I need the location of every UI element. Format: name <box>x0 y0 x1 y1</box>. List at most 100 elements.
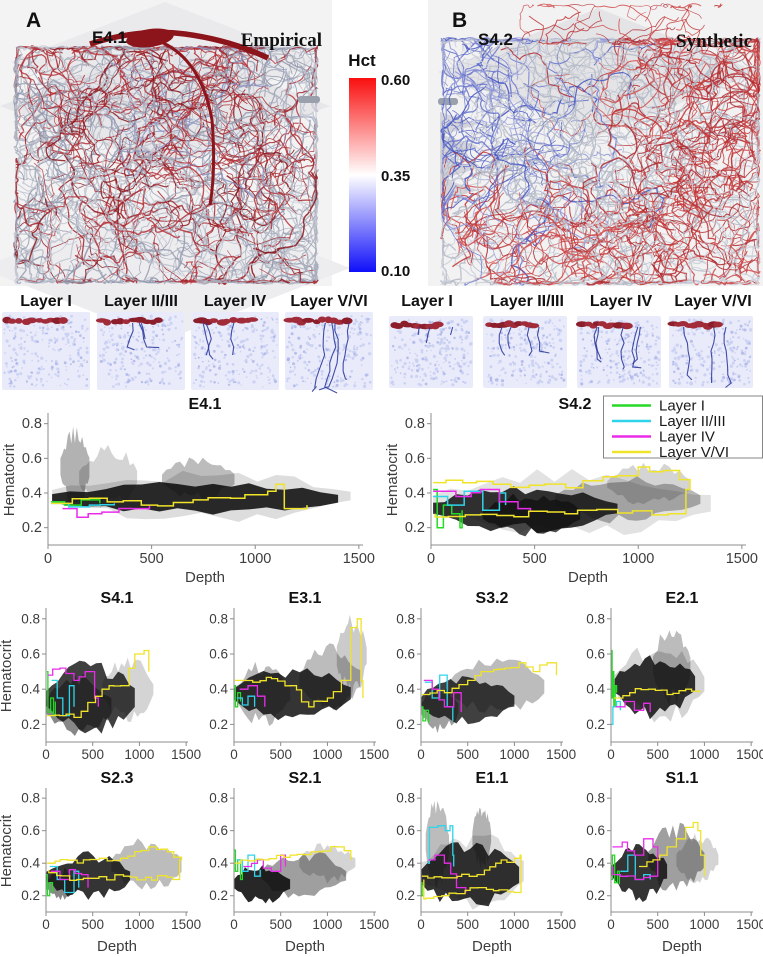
vessel-curve <box>651 18 701 47</box>
vessel-curve <box>34 83 66 134</box>
vessel-curve <box>517 231 603 264</box>
vessel-curve <box>181 93 237 147</box>
density-cloud <box>234 661 291 727</box>
x-axis-label: Depth <box>185 569 225 586</box>
vessel-curve <box>557 222 634 259</box>
vessel-curve <box>251 46 306 57</box>
y-tick-label: 0.6 <box>21 647 40 662</box>
vessel-curve <box>192 222 259 274</box>
vessel-curve <box>118 116 151 177</box>
x-tick-label: 1000 <box>124 747 154 762</box>
vessel-curve <box>654 247 688 284</box>
vessel-curve <box>538 171 610 223</box>
vessel-curve <box>297 61 319 112</box>
layer-trace-layer-iv <box>433 488 532 513</box>
vessel-curve <box>180 163 267 199</box>
plot-S4.2: 0 500 1000 1500 0.2 0.4 0.6 0.8 <box>405 413 758 567</box>
vessel-curve <box>459 152 511 179</box>
vessel-curve <box>215 182 228 270</box>
plot-E1.1: 0 500 1000 1500 0.2 0.4 0.6 0.8 <box>396 788 576 932</box>
vessel-curve <box>597 193 651 229</box>
vessel-curve <box>213 82 269 97</box>
layer-label: Layer II/III <box>490 293 564 310</box>
vessel-curve <box>207 113 279 142</box>
vessel-curve <box>546 77 577 149</box>
pial-vessel <box>222 318 231 324</box>
vessel-curve <box>215 229 304 276</box>
vessel-curve <box>685 118 757 134</box>
x-axis-label: Depth <box>662 938 702 955</box>
vessel-curve <box>687 90 759 143</box>
x-tick-label: 0 <box>42 917 50 932</box>
vessel-curve <box>450 154 534 204</box>
vessel-curve <box>478 193 522 275</box>
vessel-curve <box>125 130 142 204</box>
vessel-curve <box>211 146 303 182</box>
vessel-curve <box>599 87 660 152</box>
vessel-curve <box>237 116 284 210</box>
descending-vessel <box>595 326 602 360</box>
vessel-curve <box>19 207 62 236</box>
vessel-curve <box>15 258 47 284</box>
layer-trace-layer-iv <box>239 685 266 707</box>
vessel-curve <box>118 178 165 251</box>
vessel-curve <box>248 249 316 271</box>
vessel-curve <box>111 169 169 188</box>
vessel-curve <box>251 179 319 204</box>
vessel-curve <box>151 86 217 165</box>
vessel-curve <box>453 245 498 286</box>
vessel-curve <box>221 72 318 134</box>
vessel-curve <box>116 212 177 236</box>
vessel-curve <box>629 181 700 205</box>
vessel-curve <box>493 56 532 161</box>
vessel-curve <box>620 208 689 235</box>
plot-title: E1.1 <box>476 770 509 787</box>
vessel-curve <box>127 97 185 109</box>
layer-trace-layer-v-vi <box>234 845 352 864</box>
x-tick-label: 500 <box>81 747 104 762</box>
y-tick-label: 0.8 <box>586 611 605 626</box>
vessel-curve <box>492 94 525 137</box>
vessel-curve <box>704 96 744 146</box>
vessel-curve <box>442 151 537 183</box>
vessel-curve <box>281 49 311 85</box>
vessel-curve <box>481 273 546 286</box>
layer-trace-layer-ii-iii <box>236 695 256 707</box>
vessel-curve <box>74 228 152 266</box>
x-tick-label: 1000 <box>499 917 529 932</box>
vessel-curve <box>146 166 205 233</box>
vessel-curve <box>627 4 658 21</box>
vessel-curve <box>257 47 311 91</box>
vessel-curve <box>600 40 661 99</box>
layer-view-cube <box>389 316 473 388</box>
layer-trace-layer-ii-iii <box>611 700 621 726</box>
vessel-curve <box>188 191 290 247</box>
vessel-curve <box>130 225 205 272</box>
y-axis-label: Hematocrit <box>0 639 15 712</box>
vessel-curve <box>98 72 133 179</box>
layer-label: Layer I <box>401 293 453 310</box>
vessel-curve <box>205 237 268 285</box>
vessel-curve <box>688 243 722 271</box>
vessel-curve <box>440 134 470 189</box>
vessel-curve <box>505 53 571 100</box>
plot-S2.3: 0 500 1000 1500 0.2 0.4 0.6 0.8 <box>21 788 201 932</box>
vessel-curve <box>25 191 55 239</box>
pial-vessel <box>25 317 37 324</box>
vessel-curve <box>163 77 201 142</box>
vessel-curve <box>100 232 131 277</box>
layer-label: Layer V/VI <box>674 293 751 310</box>
vessel-curve <box>201 87 270 125</box>
vessel-curve <box>195 209 222 253</box>
y-tick-label: 0.6 <box>209 647 228 662</box>
vessel-curve <box>27 229 96 273</box>
vessel-curve <box>63 97 90 189</box>
vessel-curve <box>460 56 533 125</box>
plot-title: S4.1 <box>101 590 134 607</box>
vessel-curve <box>169 153 251 192</box>
descending-vessel <box>318 322 339 391</box>
vessel-curve <box>519 4 535 37</box>
vessel-curve <box>211 47 281 78</box>
vessel-curve <box>50 140 88 230</box>
